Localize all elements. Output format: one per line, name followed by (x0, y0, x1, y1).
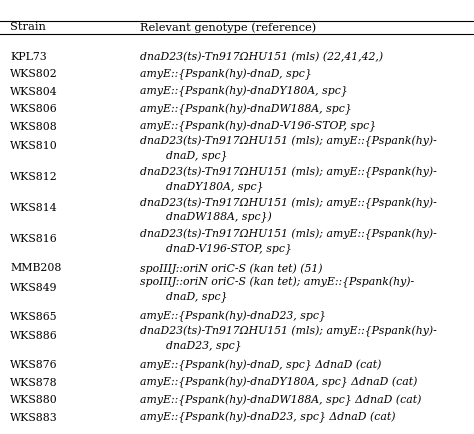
Text: WKS802: WKS802 (10, 69, 58, 79)
Text: WKS878: WKS878 (10, 378, 58, 388)
Text: WKS806: WKS806 (10, 104, 58, 114)
Text: WKS865: WKS865 (10, 312, 58, 322)
Text: MMB208: MMB208 (10, 263, 62, 273)
Text: WKS808: WKS808 (10, 122, 58, 132)
Text: WKS812: WKS812 (10, 172, 58, 182)
Text: KPL73: KPL73 (10, 52, 47, 62)
Text: WKS876: WKS876 (10, 360, 58, 370)
Text: WKS849: WKS849 (10, 283, 58, 293)
Text: Strain: Strain (10, 22, 46, 32)
Text: Relevant genotype (reference): Relevant genotype (reference) (140, 22, 316, 33)
Text: amyE::{Pspank(hy)-dnaDY180A, spc} ΔdnaD (cat): amyE::{Pspank(hy)-dnaDY180A, spc} ΔdnaD … (140, 377, 417, 388)
Text: amyE::{Pspank(hy)-dnaDW188A, spc}: amyE::{Pspank(hy)-dnaDW188A, spc} (140, 104, 352, 115)
Text: amyE::{Pspank(hy)-dnaD23, spc} ΔdnaD (cat): amyE::{Pspank(hy)-dnaD23, spc} ΔdnaD (ca… (140, 412, 395, 424)
Text: dnaD, spc}: dnaD, spc} (166, 150, 228, 161)
Text: amyE::{Pspank(hy)-dnaD-V196-STOP, spc}: amyE::{Pspank(hy)-dnaD-V196-STOP, spc} (140, 121, 376, 132)
Text: spoIIIJ::oriN oriC-S (kan tet); amyE::{Pspank(hy)-: spoIIIJ::oriN oriC-S (kan tet); amyE::{P… (140, 277, 414, 288)
Text: dnaD23(ts)-Tn917ΩHU151 (mls); amyE::{Pspank(hy)-: dnaD23(ts)-Tn917ΩHU151 (mls); amyE::{Psp… (140, 228, 437, 240)
Text: amyE::{Pspank(hy)-dnaDW188A, spc} ΔdnaD (cat): amyE::{Pspank(hy)-dnaDW188A, spc} ΔdnaD … (140, 395, 421, 406)
Text: dnaD23(ts)-Tn917ΩHU151 (mls); amyE::{Pspank(hy)-: dnaD23(ts)-Tn917ΩHU151 (mls); amyE::{Psp… (140, 166, 437, 178)
Text: WKS810: WKS810 (10, 141, 58, 151)
Text: WKS883: WKS883 (10, 413, 58, 423)
Text: WKS804: WKS804 (10, 87, 58, 97)
Text: amyE::{Pspank(hy)-dnaD, spc}: amyE::{Pspank(hy)-dnaD, spc} (140, 69, 311, 80)
Text: WKS816: WKS816 (10, 234, 58, 244)
Text: WKS814: WKS814 (10, 204, 58, 214)
Text: amyE::{Pspank(hy)-dnaDY180A, spc}: amyE::{Pspank(hy)-dnaDY180A, spc} (140, 86, 347, 97)
Text: dnaD, spc}: dnaD, spc} (166, 292, 228, 302)
Text: amyE::{Pspank(hy)-dnaD, spc} ΔdnaD (cat): amyE::{Pspank(hy)-dnaD, spc} ΔdnaD (cat) (140, 360, 381, 371)
Text: dnaD23(ts)-Tn917ΩHU151 (mls); amyE::{Pspank(hy)-: dnaD23(ts)-Tn917ΩHU151 (mls); amyE::{Psp… (140, 326, 437, 337)
Text: amyE::{Pspank(hy)-dnaD23, spc}: amyE::{Pspank(hy)-dnaD23, spc} (140, 311, 326, 322)
Text: dnaDY180A, spc}: dnaDY180A, spc} (166, 181, 264, 192)
Text: spoIIIJ::oriN oriC-S (kan tet) (51): spoIIIJ::oriN oriC-S (kan tet) (51) (140, 263, 322, 273)
Text: dnaD23(ts)-Tn917ΩHU151 (mls); amyE::{Pspank(hy)-: dnaD23(ts)-Tn917ΩHU151 (mls); amyE::{Psp… (140, 135, 437, 147)
Text: dnaD23(ts)-Tn917ΩHU151 (mls) (22,41,42,): dnaD23(ts)-Tn917ΩHU151 (mls) (22,41,42,) (140, 52, 383, 62)
Text: dnaD-V196-STOP, spc}: dnaD-V196-STOP, spc} (166, 243, 292, 254)
Text: dnaD23(ts)-Tn917ΩHU151 (mls); amyE::{Pspank(hy)-: dnaD23(ts)-Tn917ΩHU151 (mls); amyE::{Psp… (140, 197, 437, 209)
Text: WKS880: WKS880 (10, 395, 58, 405)
Text: dnaD23, spc}: dnaD23, spc} (166, 340, 242, 351)
Text: WKS886: WKS886 (10, 331, 58, 342)
Text: dnaDW188A, spc}): dnaDW188A, spc}) (166, 212, 272, 223)
